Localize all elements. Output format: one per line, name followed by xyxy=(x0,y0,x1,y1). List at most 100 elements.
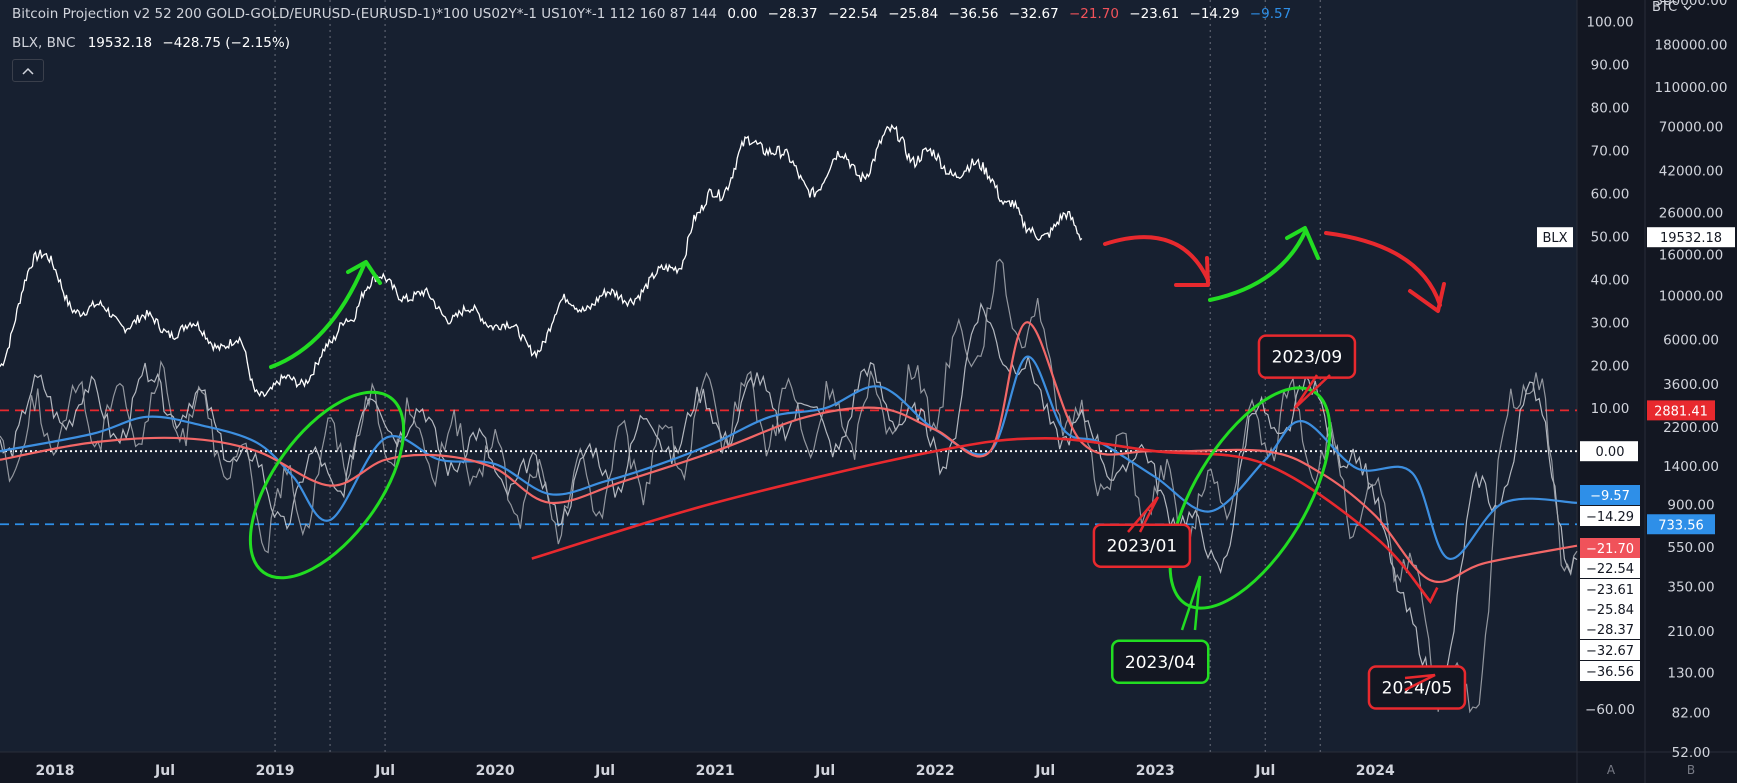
green-arrow-up xyxy=(269,263,366,369)
callout-pointer xyxy=(1180,575,1202,631)
x-axis-tick-label: Jul xyxy=(1254,763,1275,779)
callout-pointer xyxy=(1404,673,1436,692)
callout-label: 2023/01 xyxy=(1107,537,1178,557)
symbol-name: BLX, BNC xyxy=(12,35,76,51)
symbol-badge-label: BLX xyxy=(1542,231,1567,246)
right-axis-tick-label: 42000.00 xyxy=(1659,164,1723,180)
x-axis-tick-label: 2023 xyxy=(1136,763,1175,779)
right-axis-tick-label: 130.00 xyxy=(1667,665,1714,681)
indicator-value-badge-label: −21.70 xyxy=(1586,542,1634,557)
symbol-price: 19532.18 xyxy=(87,35,153,51)
level-badge xyxy=(1647,514,1715,535)
projection-oscillator-line[interactable] xyxy=(0,301,1578,701)
right-axis-tick-label: 52.00 xyxy=(1672,745,1711,761)
indicator-value-badge xyxy=(1580,538,1640,558)
red-arrow-down xyxy=(1324,231,1442,307)
indicator-value-badge-label: −32.67 xyxy=(1586,644,1634,659)
left-axis-tick-label: 20.00 xyxy=(1591,358,1630,374)
left-axis-tick-label: 40.00 xyxy=(1591,272,1630,288)
scale-unit-menu[interactable]: BTC xyxy=(1652,0,1692,15)
indicator-value-badge-label: −28.37 xyxy=(1586,623,1634,638)
right-axis-tick-label: 180000.00 xyxy=(1654,37,1727,53)
left-axis-tick-label: 80.00 xyxy=(1591,100,1630,116)
zero-line-badge xyxy=(1580,441,1638,462)
right-axis-tick-label: 82.00 xyxy=(1672,705,1711,721)
right-axis-tick-label: 210.00 xyxy=(1667,624,1714,640)
right-axis-tick-label: 10000.00 xyxy=(1659,288,1723,304)
left-axis-tick-label: 60.00 xyxy=(1591,186,1630,202)
x-axis-tick-label: 2019 xyxy=(256,763,295,779)
callout-pointer xyxy=(1293,374,1331,409)
right-axis-tick-label: 16000.00 xyxy=(1659,248,1723,264)
callout-box xyxy=(1367,665,1467,710)
right-axis-tick-label: 1400.00 xyxy=(1663,459,1719,475)
left-axis-tick-label: 30.00 xyxy=(1591,315,1630,331)
legend-value: 0.00 xyxy=(727,6,758,22)
left-axis-tick-label: 100.00 xyxy=(1586,14,1633,30)
price-badge-value: 19532.18 xyxy=(1660,231,1722,246)
right-axis-tick-label: 900.00 xyxy=(1667,497,1714,513)
left-axis-tick-label: 10.00 xyxy=(1591,401,1630,417)
chevron-down-icon xyxy=(1683,5,1692,11)
indicator-value-badge-label: −23.61 xyxy=(1586,583,1634,598)
indicator-value-badge-label: −14.29 xyxy=(1586,510,1634,525)
legend-value: −28.37 xyxy=(767,6,818,22)
symbol-badge xyxy=(1537,227,1573,248)
callout-box xyxy=(1257,334,1357,379)
right-axis-tick-label: 2200.00 xyxy=(1663,420,1719,436)
legend-value: −9.57 xyxy=(1249,6,1292,22)
level-badge-value: 733.56 xyxy=(1658,518,1704,533)
callout-box xyxy=(1110,639,1210,685)
green-arrow-up-head xyxy=(1285,226,1320,260)
left-axis-tick-label: −60.00 xyxy=(1585,702,1635,718)
chevron-up-icon xyxy=(22,67,34,75)
indicator-value-badge xyxy=(1580,599,1640,619)
symbol-legend[interactable]: BLX, BNC 19532.18 −428.75 (−2.15%) xyxy=(12,33,290,53)
indicator-value-badge-label: −9.57 xyxy=(1590,489,1630,504)
arrow-head xyxy=(1420,587,1439,605)
collapse-legend-button[interactable] xyxy=(12,59,44,82)
level-badge-value: 2881.41 xyxy=(1654,404,1708,419)
indicator-legend[interactable]: Bitcoin Projection v2 52 200 GOLD-GOLD/E… xyxy=(12,4,1291,24)
indicator-value-badge-label: −36.56 xyxy=(1586,665,1634,680)
x-axis-tick-label: Jul xyxy=(814,763,835,779)
x-axis-tick-label: 2021 xyxy=(696,763,735,779)
left-axis-tick-label: 50.00 xyxy=(1591,229,1630,245)
x-axis-tick-label: Jul xyxy=(1034,763,1055,779)
zero-line-badge-label: 0.00 xyxy=(1596,445,1625,460)
left-axis-tick-label: 90.00 xyxy=(1591,57,1630,73)
indicator-value-badge xyxy=(1580,579,1640,599)
green-arrow-up xyxy=(1208,230,1307,302)
callout-label: 2023/04 xyxy=(1125,653,1196,673)
red-arrow-down-head xyxy=(1408,282,1446,313)
indicator-title: Bitcoin Projection v2 52 200 GOLD-GOLD/E… xyxy=(12,6,718,22)
legend-value: −21.70 xyxy=(1069,6,1119,22)
level-badge xyxy=(1647,400,1715,421)
right-axis-tick-label: 3600.00 xyxy=(1663,377,1719,393)
x-axis-tick-label: Jul xyxy=(374,763,395,779)
blx-price-line[interactable] xyxy=(0,123,1083,398)
right-axis-tick-label: 6000.00 xyxy=(1663,333,1719,349)
scale-unit-label: BTC xyxy=(1652,0,1678,15)
right-axis-tick-label: 70000.00 xyxy=(1659,119,1723,135)
green-arrow-up-head xyxy=(346,260,382,285)
x-axis-tick-label: 2022 xyxy=(916,763,955,779)
callout-label: 2023/09 xyxy=(1272,348,1343,368)
callout-label: 2024/05 xyxy=(1382,679,1453,699)
ma-blue-line[interactable] xyxy=(0,355,1578,560)
highlight-ellipse xyxy=(248,390,406,580)
scale-a-label[interactable]: A xyxy=(1607,763,1616,777)
projection-oscillator-line[interactable] xyxy=(0,258,1578,714)
indicator-value-badge xyxy=(1580,619,1640,639)
indicator-value-badge xyxy=(1580,558,1640,578)
scale-b-label[interactable]: B xyxy=(1687,763,1695,777)
callout-box xyxy=(1092,523,1192,568)
red-arrow-down xyxy=(1103,235,1210,282)
red-arrow-down-head xyxy=(1174,256,1210,287)
right-axis-tick-label: 550.00 xyxy=(1667,540,1714,556)
right-axis-tick-label: 350.00 xyxy=(1667,579,1714,595)
x-axis-tick-label: 2020 xyxy=(476,763,515,779)
indicator-value-badge xyxy=(1580,485,1640,505)
